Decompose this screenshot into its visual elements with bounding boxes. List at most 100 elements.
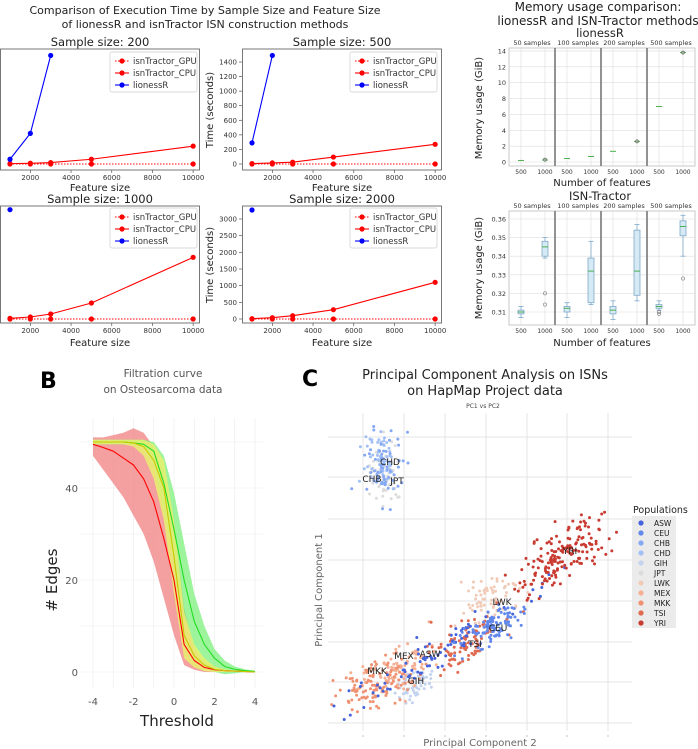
scatter-point-CHB [373, 457, 377, 461]
scatter-point-CHD [387, 446, 391, 450]
scatter-point-MKK [371, 700, 375, 704]
panel-a-title-line2: of lionessR and isnTractor ISN construct… [62, 18, 349, 31]
scatter-point-MEX [419, 665, 423, 669]
scatter-point-TSI [474, 637, 478, 641]
scatter-point-MKK [391, 679, 395, 683]
scatter-point-JPT [389, 497, 393, 501]
scatter-point-CEU [491, 626, 495, 630]
box-50-samples-1000 [542, 157, 548, 162]
data-point-lionessR [249, 140, 255, 146]
scatter-point-CHD [376, 440, 380, 444]
scatter-point-YRI [539, 547, 543, 551]
memory-bottom-title: ISN-Tractor [569, 189, 631, 203]
scatter-point-JPT [384, 488, 388, 492]
scatter-point-LWK [470, 608, 474, 612]
data-point-isnTractor_CPU [88, 300, 94, 306]
y-tick-label: 2 [502, 143, 506, 151]
outlier-point [657, 311, 661, 316]
scatter-point-LWK [472, 580, 475, 584]
scatter-point-YRI [530, 582, 534, 586]
scatter-point-LWK [471, 604, 475, 607]
scatter-point-MKK [395, 666, 398, 670]
legend-label: CHD [654, 549, 671, 558]
population-annotation-MEX: MEX [394, 652, 414, 662]
scatter-point-TSI [427, 651, 431, 655]
scatter-point-LWK [482, 589, 486, 593]
scatter-point-YRI [532, 541, 536, 545]
memory-lionessr-plot: 50 samples 100 samples 200 samples 500 samp… [498, 39, 696, 176]
y-tick-label: 0.32 [492, 290, 506, 298]
scatter-point-GIH [412, 691, 416, 695]
scatter-point-MEX [406, 642, 410, 646]
facet-header: 100 samples [557, 39, 599, 47]
scatter-point-YRI [558, 582, 562, 586]
scatter-point-TSI [480, 637, 483, 640]
scatter-point-CHB [385, 465, 389, 469]
scatter-point-CHB [385, 468, 389, 472]
scatter-point-TSI [458, 661, 462, 665]
scatter-point-CHB [375, 473, 379, 476]
legend-item-GIH: GIH [638, 559, 668, 568]
scatter-point-YRI [592, 555, 596, 559]
scatter-point-YRI [579, 528, 582, 532]
scatter-point-MEX [392, 651, 396, 655]
scatter-point-YRI [566, 550, 570, 553]
scatter-point-MKK [370, 663, 374, 667]
data-point-isnTractor_CPU [88, 156, 94, 162]
scatter-point-YRI [566, 528, 570, 532]
x-tick-label: 500 [653, 328, 665, 335]
scatter-point-CEU [499, 627, 503, 631]
scatter-point-ASW [467, 630, 471, 634]
scatter-point-CEU [496, 623, 500, 627]
scatter-point-YRI [580, 543, 583, 547]
scatter-point-ASW [412, 676, 416, 680]
scatter-point-MEX [362, 671, 366, 675]
y-tick-label: 12 [498, 63, 506, 71]
panel-c-xlabel: Principal Component 2 [423, 738, 536, 749]
scatter-point-MEX [390, 665, 394, 669]
scatter-point-GIH [411, 688, 415, 692]
scatter-point-ASW [440, 664, 444, 668]
outlier-point [635, 139, 639, 144]
legend-label: GIH [654, 559, 668, 568]
xlabel-500: Feature size [312, 183, 372, 194]
scatter-point-TSI [453, 637, 457, 640]
scatter-point-YRI [588, 542, 592, 546]
scatter-point-MKK [338, 688, 342, 692]
data-point-isnTractor_CPU [330, 307, 336, 313]
scatter-point-MKK [371, 675, 375, 679]
scatter-point-YRI [564, 566, 568, 570]
data-point-isnTractor_GPU [48, 316, 54, 322]
scatter-point-MKK [361, 690, 365, 694]
scatter-point-LWK [473, 621, 477, 625]
scatter-point-MKK [330, 703, 334, 707]
scatter-point-GIH [415, 686, 419, 690]
scatter-point-MKK [375, 662, 378, 666]
x-tick-label: 1000 [537, 169, 552, 176]
y-tick-label: 200 [224, 146, 237, 154]
scatter-point-MEX [411, 664, 414, 668]
scatter-point-LWK [475, 602, 479, 606]
legend-marker [638, 520, 644, 526]
scatter-point-CEU [497, 603, 501, 607]
scatter-point-CHD [369, 455, 372, 459]
scatter-point-ASW [460, 636, 464, 640]
scatter-point-LWK [495, 579, 499, 583]
x-tick-label: 10000 [424, 327, 446, 335]
mean-curve-2 [93, 441, 256, 673]
scatter-point-CEU [509, 624, 512, 628]
legend-marker [359, 58, 365, 64]
data-point-isnTractor_GPU [330, 316, 336, 322]
scatter-point-YRI [572, 560, 576, 563]
scatter-point-CHB [388, 508, 392, 512]
scatter-point-GIH [411, 671, 415, 675]
scatter-point-ASW [511, 612, 515, 616]
memory-title-line1: Memory usage comparison: [515, 0, 682, 14]
scatter-point-CHB [396, 465, 400, 469]
scatter-point-ASW [540, 586, 544, 589]
scatter-point-JPT [394, 493, 398, 497]
legend-item-LWK: LWK [638, 579, 671, 588]
scatter-point-CHB [383, 481, 387, 485]
scatter-point-CHD [379, 430, 383, 434]
